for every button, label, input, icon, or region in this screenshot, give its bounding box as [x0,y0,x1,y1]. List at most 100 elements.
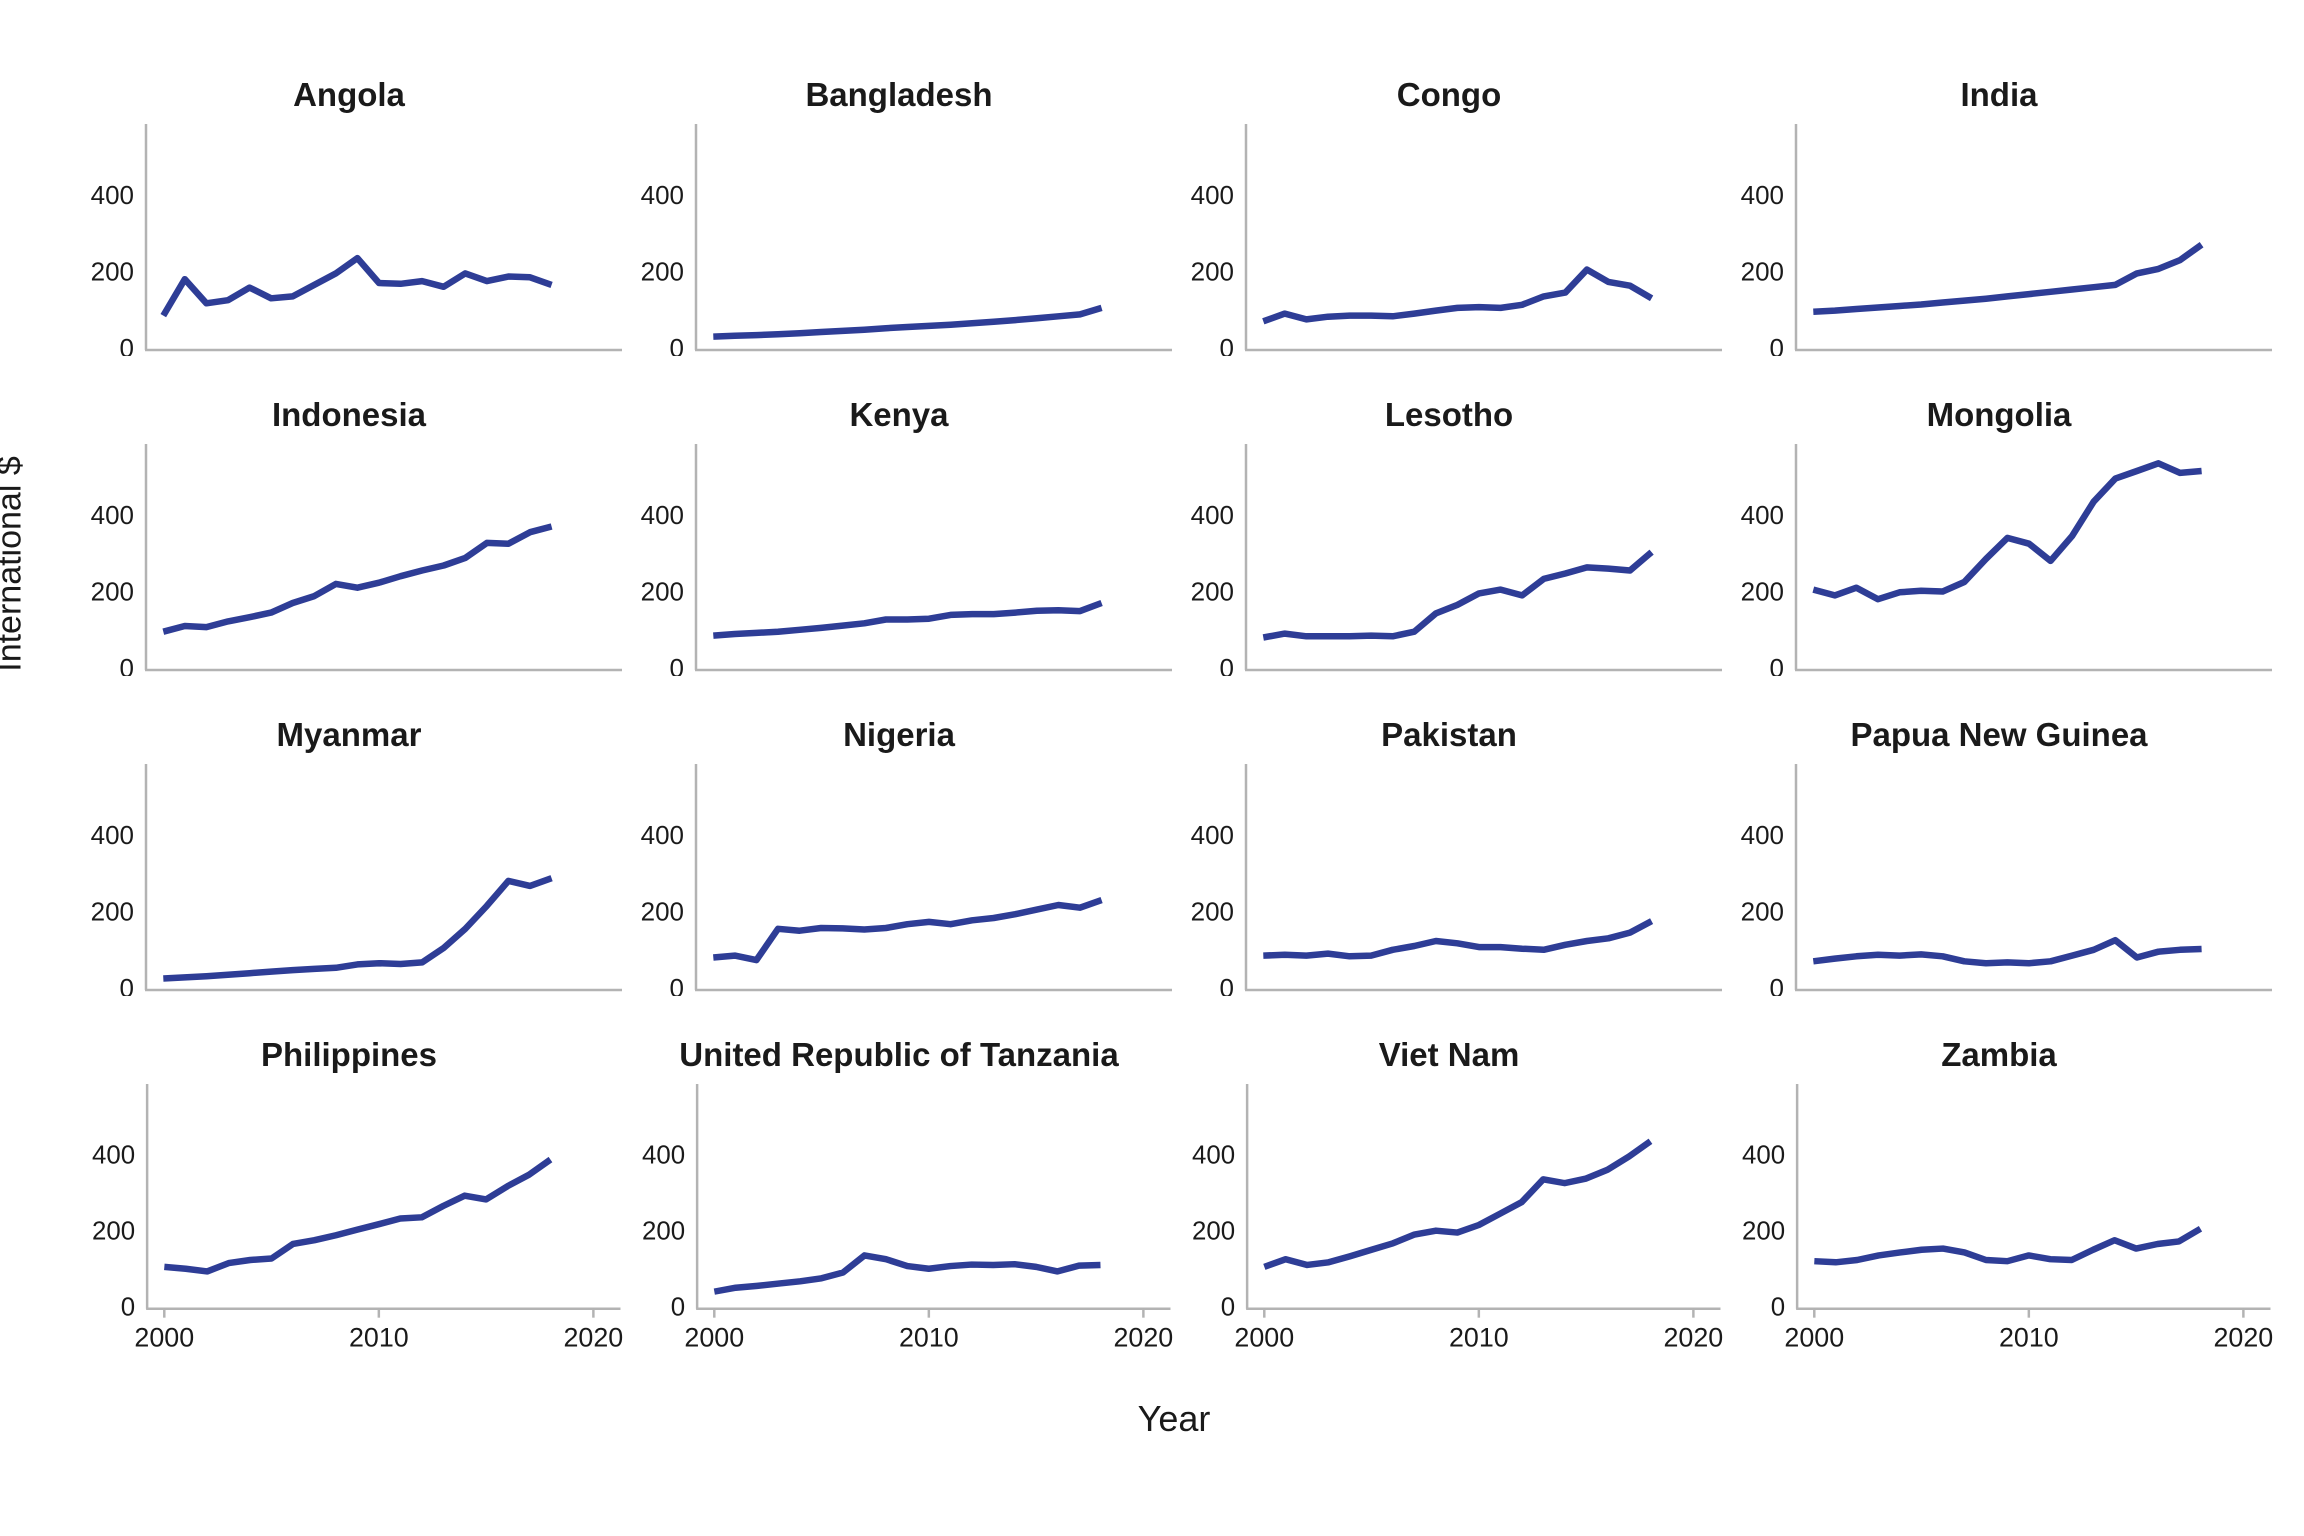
chart-panel-myanmar: Myanmar 0 200 400 [74,676,624,996]
chart-panel-indonesia: Indonesia 0 200 400 [74,356,624,676]
line-chart: 0 200 400 [1741,764,2272,996]
svg-text:400: 400 [1742,1141,1785,1169]
chart-panel-papua-new-guinea: Papua New Guinea 0 200 400 [1724,676,2274,996]
panel-title: India [1960,76,2038,114]
panel-title: Indonesia [271,396,427,434]
panel-title: Myanmar [276,716,422,754]
svg-text:0: 0 [671,1293,685,1321]
svg-text:2010: 2010 [1449,1322,1509,1352]
svg-text:0: 0 [670,333,684,356]
svg-text:400: 400 [91,820,134,850]
svg-text:400: 400 [642,1141,685,1169]
chart-panel-pakistan: Pakistan 0 200 400 [1174,676,1724,996]
svg-text:400: 400 [91,180,134,210]
svg-text:200: 200 [1741,256,1784,286]
svg-text:400: 400 [91,500,134,530]
svg-text:0: 0 [1770,333,1784,356]
svg-text:2010: 2010 [1999,1322,2059,1352]
svg-text:0: 0 [1220,333,1234,356]
svg-text:2000: 2000 [1234,1322,1294,1352]
chart-panel-tanzania: United Republic of Tanzania 0 200 400 2000 2… [624,996,1174,1360]
svg-text:200: 200 [641,256,684,286]
line-chart: 0 200 400 [1741,124,2272,356]
line-chart: 0 200 400 [1191,124,1722,356]
chart-panel-congo: Congo 0 200 400 [1174,36,1724,356]
chart-panel-lesotho: Lesotho 0 200 400 [1174,356,1724,676]
svg-text:0: 0 [1220,973,1234,996]
panels-grid: Angola 0 200 400 Bangladesh 0 200 400 Congo … [74,36,2274,1360]
svg-text:400: 400 [641,820,684,850]
svg-text:400: 400 [1191,500,1234,530]
svg-text:200: 200 [641,576,684,606]
svg-text:2020: 2020 [1664,1322,1724,1352]
svg-text:400: 400 [1741,180,1784,210]
panel-title: Viet Nam [1378,1035,1520,1073]
svg-text:2020: 2020 [564,1322,624,1352]
svg-text:400: 400 [1192,1141,1235,1169]
line-chart: 0 200 400 [1191,764,1722,996]
panel-title: Papua New Guinea [1850,716,2148,754]
svg-text:0: 0 [120,973,134,996]
panel-title: Angola [293,76,405,114]
line-chart: 0 200 400 [91,124,622,356]
chart-panel-bangladesh: Bangladesh 0 200 400 [624,36,1174,356]
line-chart: 0 200 400 2000 2010 2020 [642,1083,1174,1352]
svg-text:2020: 2020 [1114,1322,1174,1352]
svg-text:200: 200 [1741,896,1784,926]
svg-text:0: 0 [670,653,684,676]
panel-title: Pakistan [1381,716,1517,754]
panel-title: United Republic of Tanzania [679,1035,1119,1073]
svg-text:200: 200 [1741,576,1784,606]
chart-panel-zambia: Zambia 0 200 400 2000 2010 2020 [1724,996,2274,1360]
panel-title: Congo [1396,76,1502,114]
chart-panel-india: India 0 200 400 [1724,36,2274,356]
svg-text:2010: 2010 [349,1322,409,1352]
svg-text:0: 0 [1770,973,1784,996]
svg-text:0: 0 [670,973,684,996]
panel-title: Bangladesh [805,76,993,114]
line-chart: 0 200 400 2000 2010 2020 [1192,1083,1724,1352]
line-chart: 0 200 400 2000 2010 2020 [92,1083,624,1352]
panel-title: Zambia [1941,1035,2057,1073]
panel-title: Kenya [849,396,949,434]
line-chart: 0 200 400 [1741,444,2272,676]
svg-text:200: 200 [91,256,134,286]
svg-text:400: 400 [1191,820,1234,850]
svg-text:0: 0 [1220,653,1234,676]
svg-text:200: 200 [641,896,684,926]
panel-title: Nigeria [843,716,955,754]
svg-text:200: 200 [1191,576,1234,606]
line-chart: 0 200 400 [641,444,1172,676]
svg-text:400: 400 [92,1141,135,1169]
svg-text:0: 0 [1221,1293,1235,1321]
svg-text:0: 0 [1770,653,1784,676]
svg-text:200: 200 [92,1217,135,1245]
panel-title: Lesotho [1384,396,1514,434]
panel-title: Mongolia [1926,396,2072,434]
line-chart: 0 200 400 [641,764,1172,996]
line-chart: 0 200 400 [641,124,1172,356]
svg-text:200: 200 [1192,1217,1235,1245]
svg-text:200: 200 [91,576,134,606]
line-chart: 0 200 400 [1191,444,1722,676]
chart-panel-mongolia: Mongolia 0 200 400 [1724,356,2274,676]
line-chart: 0 200 400 [91,444,622,676]
svg-text:200: 200 [1191,256,1234,286]
svg-text:400: 400 [1741,500,1784,530]
x-axis-label: Year [1137,1398,1211,1439]
svg-text:0: 0 [120,653,134,676]
line-chart: 0 200 400 2000 2010 2020 [1742,1083,2273,1352]
y-axis-label: International $ [0,456,29,672]
svg-text:200: 200 [1191,896,1234,926]
svg-text:400: 400 [1191,180,1234,210]
svg-text:2000: 2000 [684,1322,744,1352]
panel-title: Philippines [260,1035,438,1073]
svg-text:200: 200 [642,1217,685,1245]
chart-panel-philippines: Philippines 0 200 400 2000 2010 2020 [74,996,624,1360]
chart-panel-angola: Angola 0 200 400 [74,36,624,356]
svg-text:2010: 2010 [899,1322,959,1352]
line-chart: 0 200 400 [91,764,622,996]
chart-panel-nigeria: Nigeria 0 200 400 [624,676,1174,996]
svg-text:2000: 2000 [1784,1322,1844,1352]
